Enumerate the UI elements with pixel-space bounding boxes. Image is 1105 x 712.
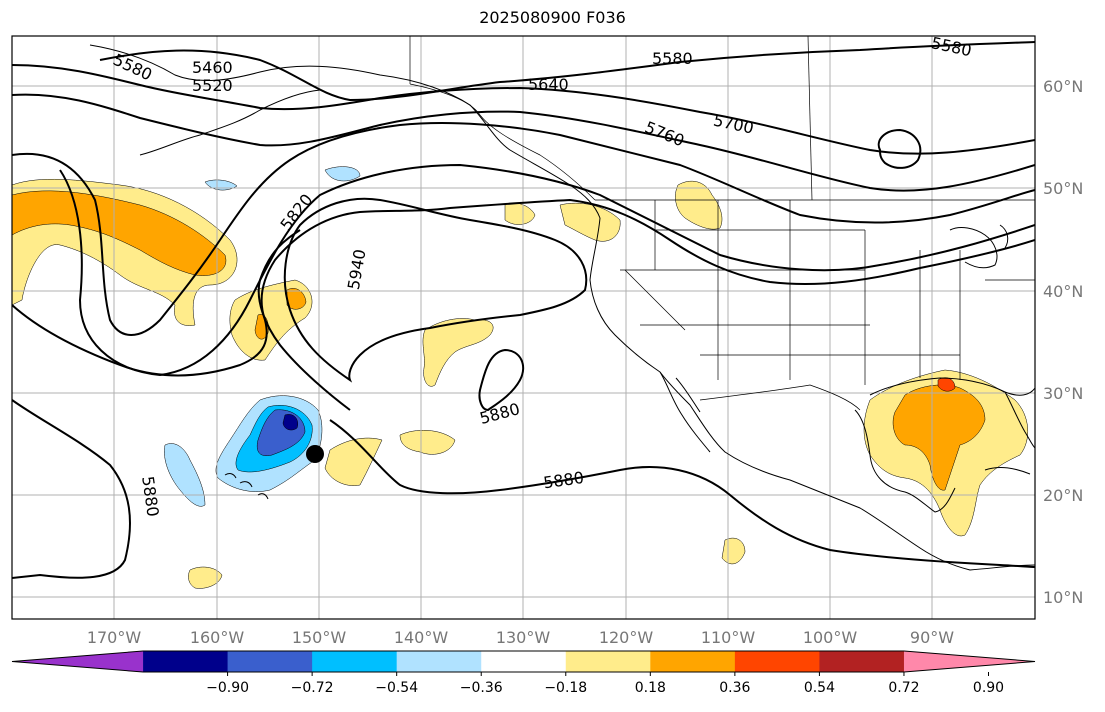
lon-label: 110°W (701, 628, 756, 647)
colorbar-tick-label: 0.54 (804, 680, 835, 696)
latitude-labels: 60°N 50°N 40°N 30°N 20°N 10°N (1043, 77, 1083, 607)
colorbar-bin (228, 651, 313, 672)
lat-label: 50°N (1043, 179, 1083, 198)
colorbar-tick-label: −0.54 (375, 680, 418, 696)
colorbar-tick-label: −0.90 (206, 680, 249, 696)
lat-label: 30°N (1043, 384, 1083, 403)
lon-label: 130°W (496, 628, 551, 647)
colorbar-tick-label: 0.36 (719, 680, 750, 696)
contour-label-5640: 5640 (528, 75, 569, 94)
lat-label: 20°N (1043, 486, 1083, 505)
lon-label: 120°W (599, 628, 654, 647)
lat-label: 60°N (1043, 77, 1083, 96)
lon-label: 90°W (910, 628, 954, 647)
colorbar-tick-label: −0.36 (460, 680, 503, 696)
contour-label-5580-north: 5580 (652, 49, 693, 68)
lon-label: 170°W (87, 628, 142, 647)
lon-label: 160°W (190, 628, 245, 647)
colorbar: −0.90 −0.72 −0.54 −0.36 −0.18 0.18 0.36 0.54 0.7… (12, 651, 1035, 696)
lon-label: 140°W (394, 628, 449, 647)
colorbar-bin (143, 651, 228, 672)
colorbar-tick-label: 0.72 (888, 680, 919, 696)
contour-label-5520: 5520 (192, 76, 233, 95)
longitude-labels: 170°W 160°W 150°W 140°W 130°W 120°W 110°… (87, 628, 954, 647)
colorbar-bin (397, 651, 482, 672)
colorbar-bin (650, 651, 735, 672)
colorbar-bin (312, 651, 397, 672)
colorbar-tick-label: 0.18 (635, 680, 666, 696)
colorbar-tick-label: −0.18 (544, 680, 587, 696)
colorbar-bin (566, 651, 651, 672)
colorbar-extend-max (904, 651, 1035, 672)
colorbar-tick-label: −0.72 (291, 680, 334, 696)
colorbar-bin (819, 651, 904, 672)
contour-label-5460: 5460 (192, 58, 233, 77)
lat-label: 10°N (1043, 588, 1083, 607)
colorbar-bin (481, 651, 566, 672)
colorbar-bin (735, 651, 820, 672)
colorbar-extend-min (12, 651, 143, 672)
lon-label: 150°W (292, 628, 347, 647)
colorbar-tick-label: 0.90 (973, 680, 1004, 696)
storm-position-marker (306, 445, 324, 463)
lon-label: 100°W (803, 628, 858, 647)
lat-label: 40°N (1043, 282, 1083, 301)
